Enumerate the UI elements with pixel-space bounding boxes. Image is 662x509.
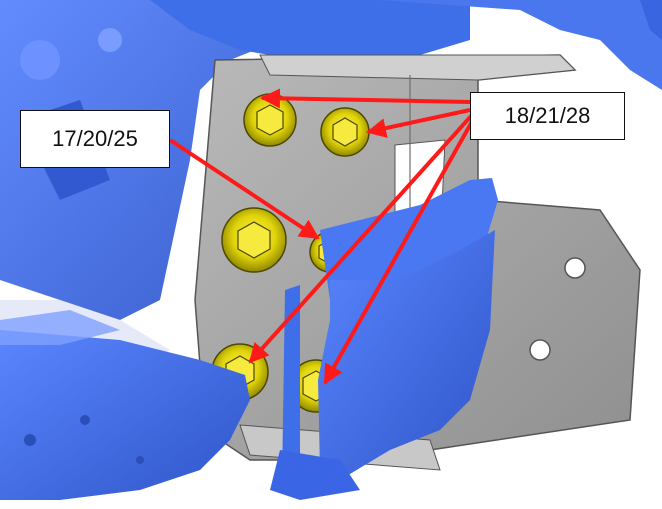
bolt (221, 207, 287, 273)
callout-arrows (168, 88, 476, 385)
arrow-to-bolt-bottom-middle (323, 117, 476, 385)
bolt (243, 93, 297, 147)
arrow-to-bolt-top-right (366, 108, 471, 138)
arrow-to-bolt-bottom-left (248, 113, 474, 364)
blue-scan-foreground (0, 178, 498, 500)
torque-callout-right: 18/21/28 (470, 92, 625, 140)
torque-callout-left-label: 17/20/25 (52, 126, 138, 151)
torque-callout-right-label: 18/21/28 (504, 103, 591, 128)
bolt (320, 107, 370, 157)
arrow-to-bolt-middle-right (168, 138, 320, 240)
arrow-to-bolt-top-left (260, 88, 471, 109)
torque-callout-left: 17/20/25 (20, 110, 170, 168)
